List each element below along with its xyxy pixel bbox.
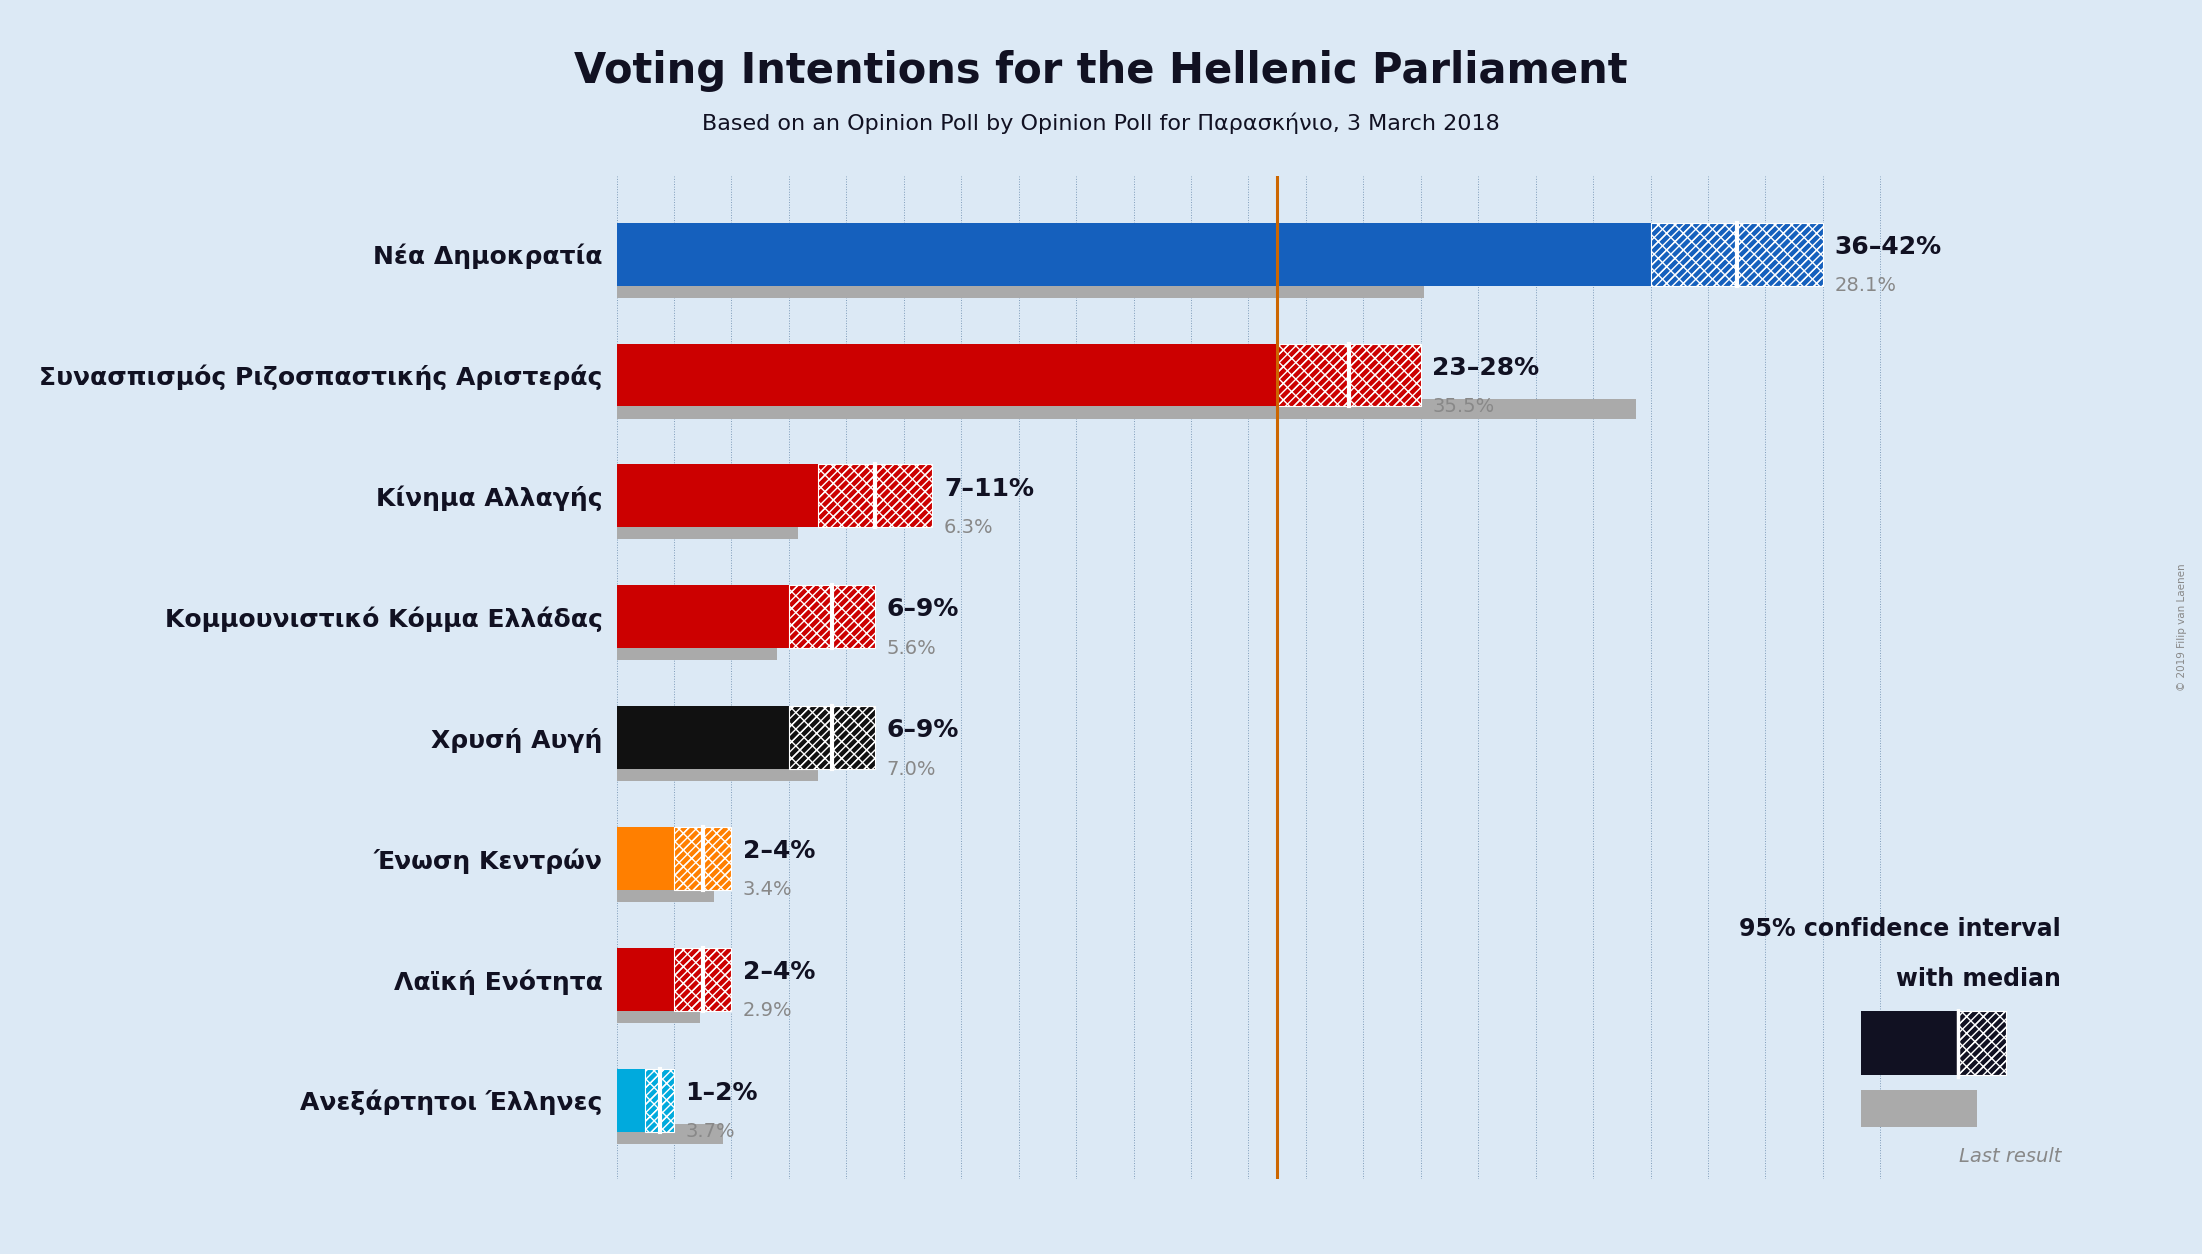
Text: 6–9%: 6–9%	[887, 597, 958, 622]
Bar	[617, 1125, 722, 1144]
Text: Based on an Opinion Poll by Opinion Poll for Παρασκήνιο, 3 March 2018: Based on an Opinion Poll by Opinion Poll…	[702, 113, 1500, 134]
Bar	[645, 1068, 674, 1131]
Text: 36–42%: 36–42%	[1834, 234, 1942, 258]
Bar	[817, 464, 931, 527]
Bar	[788, 706, 874, 769]
Text: 95% confidence interval: 95% confidence interval	[1740, 917, 2061, 940]
Text: 2.9%: 2.9%	[742, 1001, 793, 1021]
Bar	[617, 464, 817, 527]
Bar	[1958, 1011, 2006, 1075]
Text: 3.4%: 3.4%	[742, 880, 793, 899]
Bar	[617, 828, 674, 890]
Text: © 2019 Filip van Laenen: © 2019 Filip van Laenen	[2176, 563, 2187, 691]
Bar	[788, 586, 874, 648]
Bar	[1861, 1091, 1977, 1126]
Bar	[617, 641, 777, 661]
Bar	[617, 883, 713, 902]
Bar	[617, 1003, 700, 1023]
Bar	[1861, 1011, 1958, 1075]
Text: Last result: Last result	[1960, 1147, 2061, 1166]
Bar	[1652, 223, 1823, 286]
Bar	[674, 948, 731, 1011]
Text: 5.6%: 5.6%	[887, 638, 936, 657]
Bar	[617, 344, 1277, 406]
Bar	[1958, 1011, 2006, 1075]
Bar	[1652, 223, 1823, 286]
Bar	[1277, 344, 1420, 406]
Text: 6–9%: 6–9%	[887, 719, 958, 742]
Text: with median: with median	[1896, 967, 2061, 991]
Text: 2–4%: 2–4%	[742, 961, 815, 984]
Bar	[617, 278, 1425, 297]
Text: 7–11%: 7–11%	[945, 477, 1035, 500]
Text: 3.7%: 3.7%	[685, 1122, 735, 1141]
Bar	[817, 464, 931, 527]
Bar	[617, 1068, 645, 1131]
Bar	[617, 223, 1652, 286]
Bar	[617, 520, 797, 539]
Text: 1–2%: 1–2%	[685, 1081, 757, 1105]
Text: Voting Intentions for the Hellenic Parliament: Voting Intentions for the Hellenic Parli…	[575, 50, 1627, 92]
Text: 2–4%: 2–4%	[742, 839, 815, 863]
Text: 6.3%: 6.3%	[945, 518, 993, 537]
Bar	[674, 948, 731, 1011]
Text: 28.1%: 28.1%	[1834, 276, 1896, 295]
Bar	[645, 1068, 674, 1131]
Bar	[617, 706, 788, 769]
Bar	[617, 586, 788, 648]
Text: 23–28%: 23–28%	[1431, 356, 1539, 380]
Bar	[674, 828, 731, 890]
Text: 7.0%: 7.0%	[887, 760, 936, 779]
Bar	[674, 828, 731, 890]
Bar	[617, 761, 817, 781]
Bar	[788, 706, 874, 769]
Bar	[1277, 344, 1420, 406]
Bar	[617, 948, 674, 1011]
Bar	[788, 586, 874, 648]
Text: 35.5%: 35.5%	[1431, 398, 1495, 416]
Bar	[617, 399, 1636, 419]
